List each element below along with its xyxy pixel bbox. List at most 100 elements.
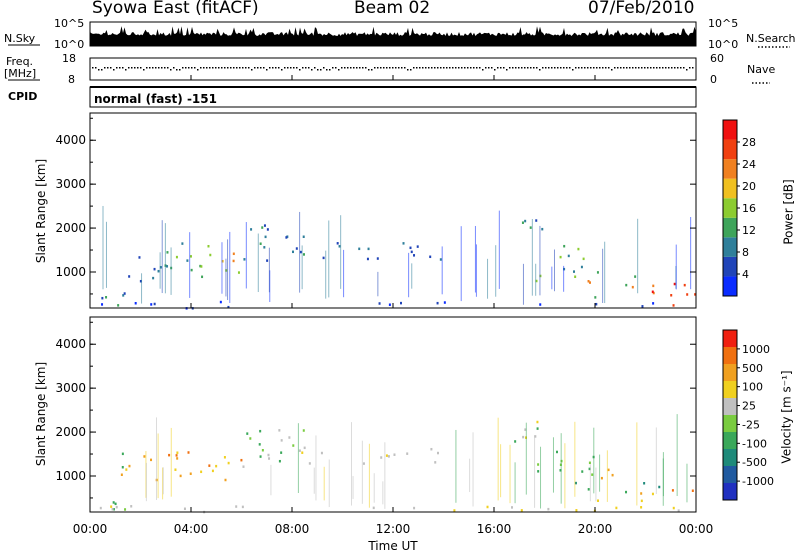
echo-cell [672, 506, 675, 510]
freq-point [599, 67, 601, 69]
echo-cell [179, 474, 182, 478]
echo-cell [640, 492, 643, 495]
freq-point [140, 67, 142, 69]
echo-cell [150, 303, 153, 306]
freq-point [218, 67, 220, 69]
freq-point [344, 67, 346, 69]
echo-cell [153, 267, 156, 271]
echo-streak [225, 258, 227, 297]
echo-cell [232, 259, 235, 263]
freq-point [542, 67, 544, 69]
freq-point [110, 67, 112, 69]
echo-cell [536, 427, 539, 430]
echo-streak [315, 435, 317, 501]
freq-point [245, 67, 247, 69]
echo-cell [176, 457, 179, 460]
echo-cell [430, 447, 433, 451]
echo-cell [232, 252, 235, 256]
freq-point [548, 67, 550, 69]
colorbar-tick-label: -500 [742, 456, 767, 469]
echo-cell [385, 454, 388, 457]
freq-point [224, 67, 226, 69]
echo-cell [128, 275, 131, 278]
freq-point [101, 69, 103, 71]
echo-streak [487, 258, 489, 299]
freq-point [206, 67, 208, 69]
freq-point [326, 69, 328, 71]
freq-point [617, 67, 619, 69]
echo-cell [611, 473, 614, 477]
echo-cell [520, 509, 523, 512]
echo-cell [522, 435, 525, 439]
echo-cell [529, 226, 532, 229]
echo-cell [591, 473, 594, 476]
echo-cell [115, 505, 118, 509]
echo-cell [292, 444, 295, 447]
echo-cell [235, 505, 238, 508]
nsky-trace [90, 26, 696, 46]
echo-streak [157, 433, 159, 499]
freq-point [164, 67, 166, 69]
freq-point [470, 67, 472, 69]
nave-tick-bottom: 0 [710, 73, 717, 86]
echo-streak [589, 464, 591, 502]
colorbar-segment [723, 398, 737, 415]
freq-point [131, 67, 133, 69]
echo-cell [175, 255, 178, 259]
echo-cell [266, 228, 269, 231]
freq-point [263, 67, 265, 69]
echo-cell [303, 446, 306, 450]
echo-cell [537, 463, 540, 466]
freq-point [632, 67, 634, 69]
cpid-panel [89, 86, 697, 108]
freq-point [188, 67, 190, 69]
echo-cell [250, 228, 253, 231]
y-tick-label: 2000 [55, 425, 86, 439]
echo-cell [416, 245, 419, 248]
echo-streak [636, 422, 638, 506]
echo-cell [200, 265, 203, 268]
echo-cell [652, 291, 655, 295]
freq-point [668, 67, 670, 69]
freq-point [98, 69, 100, 71]
echo-cell [292, 250, 295, 254]
echo-streak [455, 429, 457, 503]
freq-point [290, 67, 292, 69]
y-tick-label: 2000 [55, 221, 86, 235]
echo-cell [207, 244, 210, 248]
echo-cell [288, 436, 291, 439]
echo-cell [406, 452, 409, 455]
freq-point [485, 67, 487, 69]
freq-point [233, 67, 235, 69]
colorbar-tick-label: 100 [742, 381, 763, 394]
echo-cell [125, 468, 128, 471]
echo-streak [522, 263, 524, 305]
echo-cell [594, 296, 597, 299]
y-tick-label: 3000 [55, 177, 86, 191]
colorbar-segment [723, 449, 737, 466]
echo-streak [690, 217, 692, 290]
echo-cell [302, 235, 305, 239]
echo-cell [268, 457, 271, 460]
echo-streak [270, 464, 272, 496]
freq-point [209, 67, 211, 69]
freq-tick-top: 18 [62, 52, 76, 65]
freq-point [107, 67, 109, 69]
date-title: 07/Feb/2010 [588, 0, 695, 18]
echo-cell [299, 250, 302, 254]
echo-cell [671, 489, 674, 492]
freq-point [428, 67, 430, 69]
echo-cell [285, 236, 288, 239]
echo-streak [245, 222, 247, 289]
freq-point [308, 67, 310, 69]
echo-cell [547, 507, 550, 511]
freq-point [386, 67, 388, 69]
freq-point [437, 67, 439, 69]
echo-streak [604, 241, 606, 304]
echo-cell [686, 293, 689, 296]
echo-cell [280, 451, 283, 454]
freq-point [317, 69, 319, 71]
velocity-panel-frame [89, 316, 697, 513]
freq-point [605, 67, 607, 69]
freq-point [623, 67, 625, 69]
